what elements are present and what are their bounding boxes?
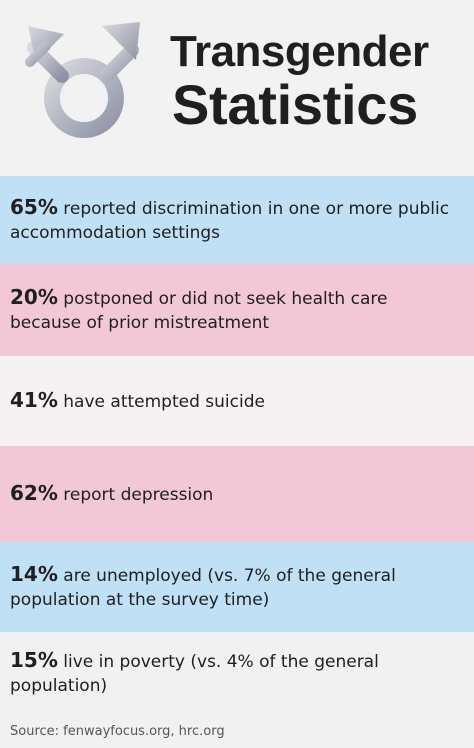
stat-item: 62% report depression: [0, 446, 474, 542]
stat-description: live in poverty (vs. 4% of the general p…: [10, 652, 379, 696]
stat-percent: 41%: [10, 388, 58, 412]
stat-text: 62% report depression: [10, 481, 456, 507]
stat-description: are unemployed (vs. 7% of the general po…: [10, 566, 396, 610]
stat-text: 41% have attempted suicide: [10, 388, 456, 414]
stat-description: reported discrimination in one or more p…: [10, 199, 450, 243]
stat-percent: 14%: [10, 562, 58, 586]
stat-item: 20% postponed or did not seek health car…: [0, 264, 474, 356]
stat-description: have attempted suicide: [63, 392, 265, 412]
stat-text: 65% reported discrimination in one or mo…: [10, 195, 456, 245]
source-text: Source: fenwayfocus.org, hrc.org: [10, 724, 225, 739]
stat-description: postponed or did not seek health care be…: [10, 289, 388, 333]
stat-item: 65% reported discrimination in one or mo…: [0, 176, 474, 264]
stat-text: 14% are unemployed (vs. 7% of the genera…: [10, 562, 456, 612]
stats-list: 65% reported discrimination in one or mo…: [0, 176, 474, 748]
page-title: Transgender Statistics: [170, 28, 470, 134]
title-line-2: Statistics: [172, 73, 418, 136]
stat-percent: 20%: [10, 285, 58, 309]
header: Transgender Statistics: [0, 0, 474, 176]
stat-text: 15% live in poverty (vs. 4% of the gener…: [10, 648, 456, 698]
stat-percent: 15%: [10, 648, 58, 672]
stat-item: 14% are unemployed (vs. 7% of the genera…: [0, 542, 474, 632]
transgender-symbol-icon: [8, 6, 160, 163]
stat-description: report depression: [63, 485, 214, 505]
stat-text: 20% postponed or did not seek health car…: [10, 285, 456, 335]
stat-item: 41% have attempted suicide: [0, 356, 474, 446]
stat-percent: 62%: [10, 481, 58, 505]
title-line-1: Transgender: [170, 27, 429, 76]
stat-percent: 65%: [10, 195, 58, 219]
stat-item: 15% live in poverty (vs. 4% of the gener…: [0, 632, 474, 748]
